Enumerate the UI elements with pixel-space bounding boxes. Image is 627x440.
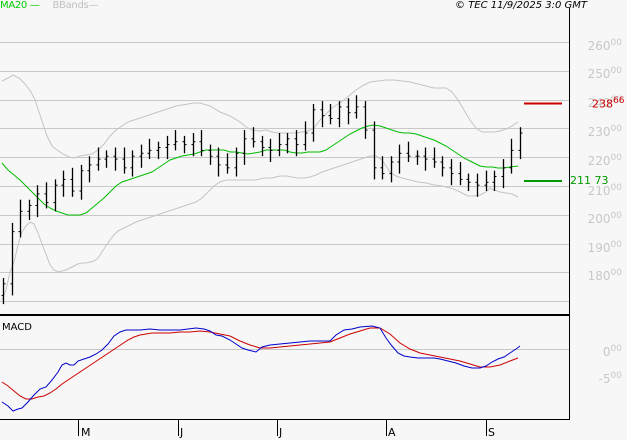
price-axis-tick-label: 22000 (587, 153, 622, 168)
price-axis-tick-label: 26000 (587, 38, 622, 53)
bband-lower (1, 155, 519, 301)
price-axis-tick-label: 18000 (587, 268, 622, 283)
price-axis-tick-label: 24000 (587, 95, 622, 110)
resistance-price-tag: 23866 (592, 96, 625, 111)
legend-bbands[interactable]: BBands— (52, 0, 99, 11)
bollinger-bands (1, 74, 519, 301)
month-label: S (488, 426, 495, 439)
price-axis-tick-label: 21000 (587, 183, 622, 198)
chart-legend: MA20 — BBands— (0, 0, 98, 12)
ma20-line (1, 124, 519, 216)
month-label: A (388, 426, 396, 439)
month-label: M (81, 426, 91, 439)
month-label: J (279, 426, 283, 439)
macd-axis-tick-label: -500 (598, 371, 622, 386)
price-axis-tick-label: 19000 (587, 240, 622, 255)
price-gridlines (0, 42, 569, 302)
price-axis-tick-label: 20000 (587, 211, 622, 226)
ohlc-bars (1, 95, 523, 305)
bband-upper (1, 74, 519, 159)
price-axis-tick-label: 23000 (587, 124, 622, 139)
macd-line (1, 325, 521, 412)
copyright-timestamp: © TEC 11/9/2025 3:0 GMT (455, 0, 587, 11)
macd-pane-title: MACD (2, 322, 32, 333)
price-axis-tick-label: 25000 (587, 66, 622, 81)
legend-ma20[interactable]: MA20 — (0, 0, 40, 11)
macd-axis-tick-label: 000 (602, 344, 622, 359)
month-label: J (180, 426, 184, 439)
support-price-tag: 211 73 (570, 174, 609, 187)
macd-signal-line (1, 327, 519, 400)
x-axis-ticks (78, 420, 487, 436)
